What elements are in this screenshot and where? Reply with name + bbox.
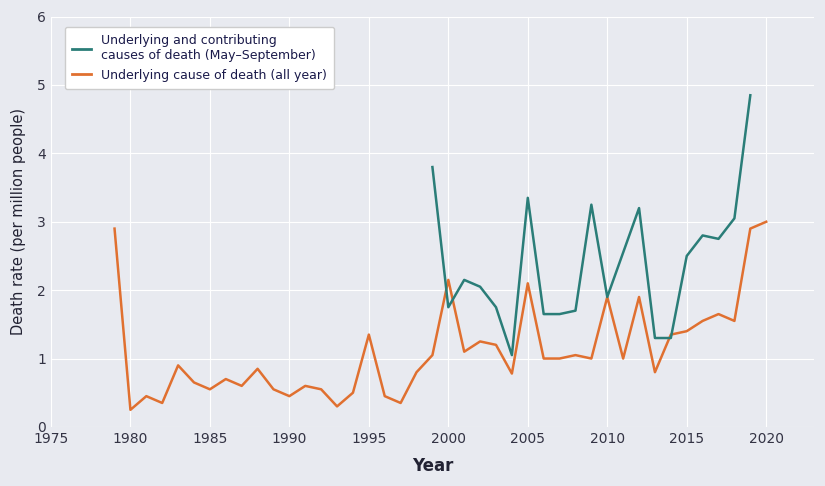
Y-axis label: Death rate (per million people): Death rate (per million people) <box>11 108 26 335</box>
Legend: Underlying and contributing
causes of death (May–September), Underlying cause of: Underlying and contributing causes of de… <box>65 27 334 89</box>
X-axis label: Year: Year <box>412 457 453 475</box>
